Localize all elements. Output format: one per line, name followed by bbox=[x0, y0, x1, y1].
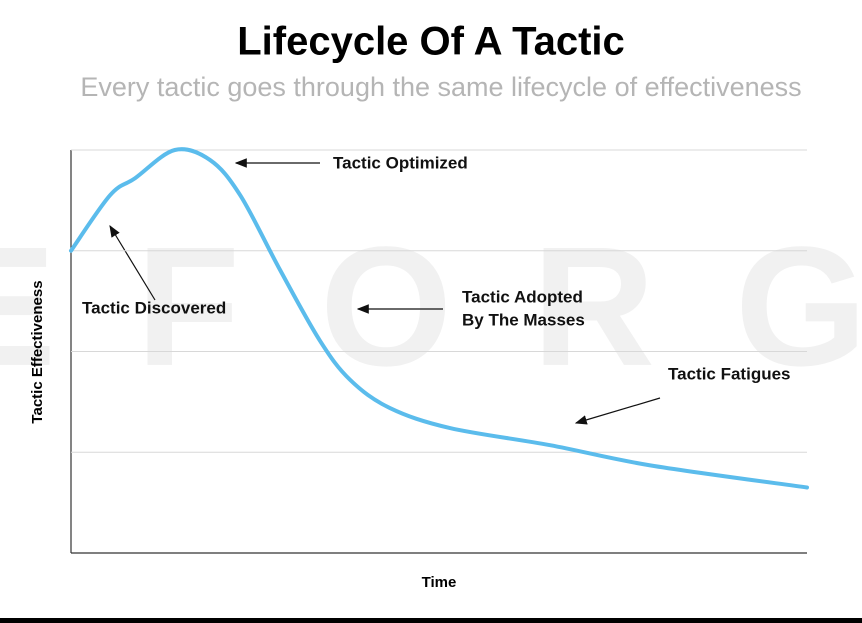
annotation: Tactic Adopted bbox=[462, 287, 583, 306]
annotation: Tactic Discovered bbox=[82, 298, 226, 317]
annotation: Tactic Optimized bbox=[333, 153, 468, 172]
annotation: By The Masses bbox=[462, 310, 585, 329]
arrow bbox=[574, 397, 661, 425]
bottom-bar bbox=[0, 618, 862, 623]
x-axis-label: Time bbox=[422, 574, 457, 591]
watermark: EFORG bbox=[0, 212, 862, 402]
y-axis-label: Tactic Effectiveness bbox=[29, 280, 46, 423]
chart-title: Lifecycle Of A Tactic bbox=[237, 20, 625, 64]
chart-subtitle: Every tactic goes through the same lifec… bbox=[80, 72, 801, 102]
line-series bbox=[69, 147, 809, 490]
annotation: Tactic Fatigues bbox=[668, 364, 791, 383]
arrows bbox=[109, 158, 661, 425]
arrow bbox=[109, 224, 156, 301]
